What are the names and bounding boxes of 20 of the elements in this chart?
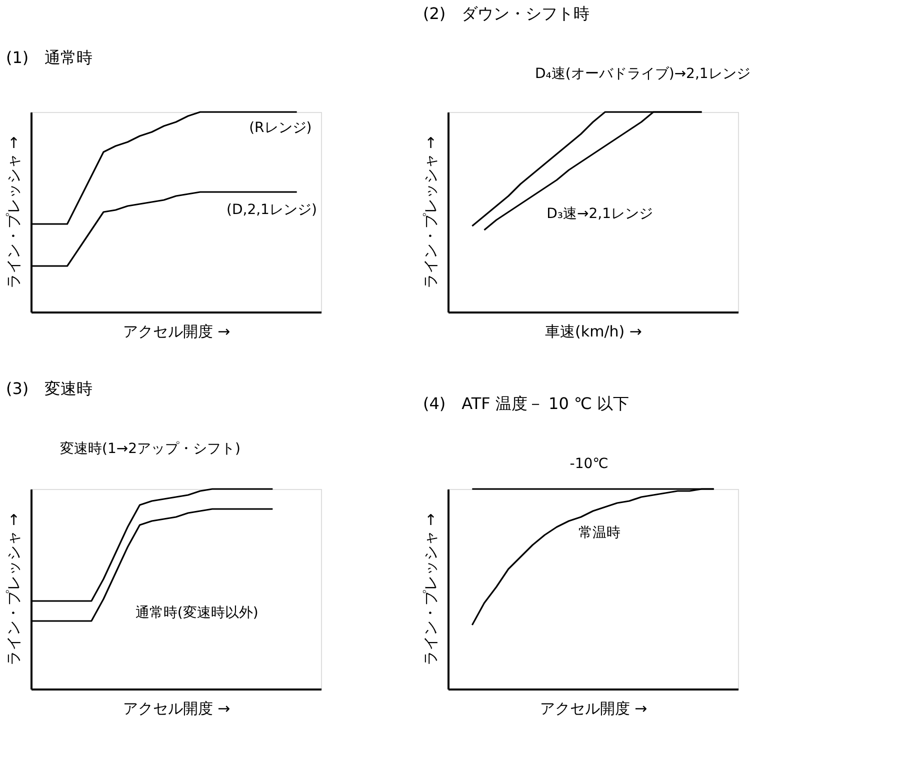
chart-title: (3) 変速時 — [6, 379, 93, 398]
text: 変速時(1→2アップ・シフト) — [60, 441, 240, 457]
y-axis-title: ライン・プレッシャ → — [4, 136, 22, 289]
text: D₄速(オーバドライブ)→2,1レンジ — [535, 66, 750, 82]
x-axis-title: アクセル開度 → — [540, 700, 648, 718]
text: 通常時(変速時以外) — [135, 605, 258, 621]
x-axis-title: アクセル開度 → — [122, 322, 230, 340]
series-label: 常温時 — [578, 525, 620, 541]
y-axis-title: ライン・プレッシャ → — [4, 513, 22, 666]
chart-title: (1) 通常時 — [6, 48, 93, 68]
series-label: D₃速→2,1レンジ — [546, 206, 653, 222]
series-label: (D,2,1レンジ) — [226, 202, 317, 218]
chart-title: (4) ATF 温度－ 10 ℃ 以下 — [423, 394, 630, 413]
series-label: -10℃ — [570, 456, 608, 472]
chart-title: (2) ダウン・シフト時 — [423, 4, 590, 23]
x-axis-title: アクセル開度 → — [122, 700, 230, 718]
y-axis-title: ライン・プレッシャ → — [422, 513, 440, 666]
series-label: (Rレンジ) — [249, 120, 312, 136]
x-axis-title: 車速(km/h) → — [545, 322, 642, 340]
y-axis-title: ライン・プレッシャ → — [422, 136, 440, 289]
